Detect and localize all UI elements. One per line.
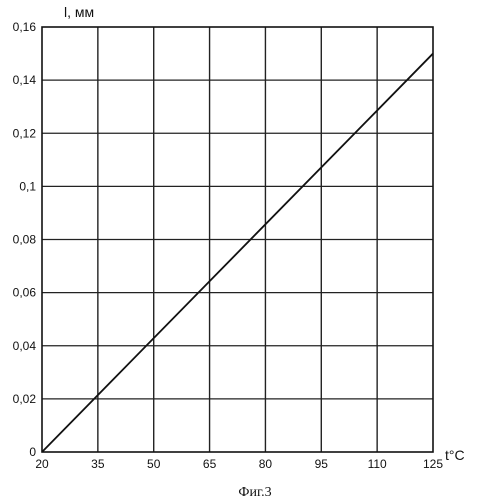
y-tick-label: 0,08 bbox=[13, 233, 37, 247]
x-tick-label: 50 bbox=[147, 457, 161, 471]
y-axis-label: l, мм bbox=[64, 4, 94, 20]
x-axis-label: t°C bbox=[445, 447, 465, 463]
y-tick-label: 0,14 bbox=[13, 73, 37, 87]
x-tick-label: 20 bbox=[35, 457, 49, 471]
y-tick-label: 0,04 bbox=[13, 339, 37, 353]
x-tick-label: 95 bbox=[315, 457, 329, 471]
y-tick-label: 0,02 bbox=[13, 392, 37, 406]
x-tick-label: 125 bbox=[423, 457, 443, 471]
series-line bbox=[42, 54, 433, 452]
y-tick-label: 0,06 bbox=[13, 286, 37, 300]
y-tick-label: 0,12 bbox=[13, 126, 37, 140]
series-group bbox=[42, 54, 433, 452]
y-tick-label: 0,1 bbox=[19, 179, 36, 193]
x-tick-label: 35 bbox=[91, 457, 105, 471]
figure-caption: Фиг.3 bbox=[238, 485, 271, 500]
x-tick-label: 65 bbox=[203, 457, 217, 471]
y-tick-label: 0,16 bbox=[13, 20, 37, 34]
x-tick-label: 80 bbox=[259, 457, 273, 471]
y-tick-labels: 00,020,040,060,080,10,120,140,16 bbox=[13, 20, 37, 459]
grid bbox=[42, 27, 433, 452]
x-tick-label: 110 bbox=[368, 457, 387, 471]
x-tick-labels: 20 35 50 65 80 95 110 125 bbox=[35, 457, 443, 471]
